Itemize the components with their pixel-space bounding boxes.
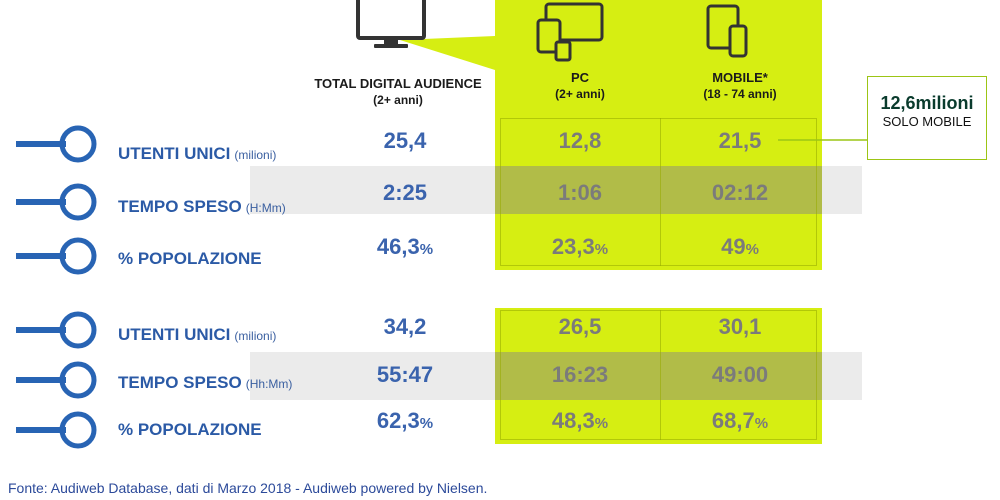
- percent-sign: %: [419, 415, 434, 432]
- header-mobile-title: MOBILE*: [712, 70, 768, 85]
- source-footer: Fonte: Audiweb Database, dati di Marzo 2…: [8, 480, 488, 496]
- bullet-key-icon: [16, 311, 97, 349]
- tablet-phone-icon: [706, 4, 748, 58]
- callout-solo-mobile: 12,6milioni SOLO MOBILE: [867, 76, 987, 160]
- value-mobile-utenti-1: 21,5: [718, 128, 762, 153]
- value-total-utenti-2: 34,2: [383, 314, 427, 339]
- monitor-icon: [356, 0, 426, 48]
- value-number: 62,3: [376, 408, 420, 433]
- row-label-text: % POPOLAZIONE: [118, 249, 262, 268]
- value-mobile-tempo-1: 02:12: [711, 180, 769, 205]
- row-label-utenti-1: UTENTI UNICI (milioni): [118, 144, 276, 164]
- bullet-key-icon: [16, 361, 97, 399]
- value-pc-utenti-1: 12,8: [558, 128, 602, 153]
- value-mobile-utenti-2: 30,1: [718, 314, 762, 339]
- monitor-connector: [400, 36, 495, 70]
- percent-sign: %: [419, 241, 434, 258]
- header-total: TOTAL DIGITAL AUDIENCE (2+ anni): [298, 76, 498, 108]
- row-label-unit: (Hh:Mm): [245, 377, 293, 391]
- bullet-key-icon: [16, 411, 97, 449]
- percent-sign: %: [745, 241, 759, 258]
- row-label-utenti-2: UTENTI UNICI (milioni): [118, 325, 276, 345]
- grid-divider-top: [660, 118, 661, 266]
- percent-sign: %: [594, 241, 609, 258]
- row-label-tempo-2: TEMPO SPESO (Hh:Mm): [118, 373, 292, 393]
- header-total-title: TOTAL DIGITAL AUDIENCE: [314, 76, 482, 91]
- header-pc: PC (2+ anni): [500, 70, 660, 102]
- row-label-unit: (milioni): [234, 148, 277, 162]
- value-total-tempo-2: 55:47: [376, 362, 434, 387]
- row-label-tempo-1: TEMPO SPESO (H:Mm): [118, 197, 286, 217]
- callout-label: SOLO MOBILE: [882, 114, 972, 129]
- percent-sign: %: [594, 415, 609, 432]
- row-label-text: UTENTI UNICI: [118, 144, 231, 163]
- row-label-popolazione-1: % POPOLAZIONE: [118, 249, 262, 269]
- row-label-unit: (milioni): [234, 329, 277, 343]
- value-mobile-tempo-2: 49:00: [711, 362, 769, 387]
- header-pc-sub: (2+ anni): [555, 87, 605, 101]
- header-pc-title: PC: [570, 70, 590, 85]
- bullet-key-icon: [16, 237, 97, 275]
- value-number: 46,3: [376, 234, 420, 259]
- value-pc-tempo-2: 16:23: [551, 362, 609, 387]
- percent-sign: %: [754, 415, 769, 432]
- bullet-key-icon: [16, 125, 97, 163]
- stripe-green-tempo-2: [495, 352, 822, 400]
- value-mobile-popolazione-1: 49%: [660, 234, 820, 260]
- value-pc-popolazione-2: 48,3%: [500, 408, 660, 434]
- row-label-text: % POPOLAZIONE: [118, 420, 262, 439]
- header-total-sub: (2+ anni): [373, 93, 423, 107]
- row-label-unit: (H:Mm): [245, 201, 286, 215]
- value-total-popolazione-2: 62,3%: [330, 408, 480, 434]
- grid-divider-bottom: [660, 310, 661, 440]
- value-number: 68,7: [711, 408, 755, 433]
- value-mobile-popolazione-2: 68,7%: [660, 408, 820, 434]
- devices-icon: [536, 2, 604, 62]
- value-pc-popolazione-1: 23,3%: [500, 234, 660, 260]
- value-number: 49: [721, 234, 746, 259]
- callout-pointer: [778, 139, 868, 141]
- value-total-utenti-1: 25,4: [383, 128, 427, 153]
- grid-top: [500, 118, 817, 266]
- callout-value: 12,6milioni: [880, 93, 974, 113]
- bullet-key-icon: [16, 183, 97, 221]
- header-mobile: MOBILE* (18 - 74 anni): [660, 70, 820, 102]
- header-mobile-sub: (18 - 74 anni): [703, 87, 777, 101]
- grid-bottom: [500, 310, 817, 440]
- row-label-popolazione-2: % POPOLAZIONE: [118, 420, 262, 440]
- value-pc-utenti-2: 26,5: [558, 314, 602, 339]
- row-label-text: TEMPO SPESO: [118, 373, 242, 392]
- stripe-green-tempo-1: [495, 166, 822, 214]
- row-label-text: UTENTI UNICI: [118, 325, 231, 344]
- value-total-popolazione-1: 46,3%: [330, 234, 480, 260]
- row-label-text: TEMPO SPESO: [118, 197, 242, 216]
- value-number: 23,3: [551, 234, 595, 259]
- value-total-tempo-1: 2:25: [382, 180, 428, 205]
- value-pc-tempo-1: 1:06: [557, 180, 603, 205]
- value-number: 48,3: [551, 408, 595, 433]
